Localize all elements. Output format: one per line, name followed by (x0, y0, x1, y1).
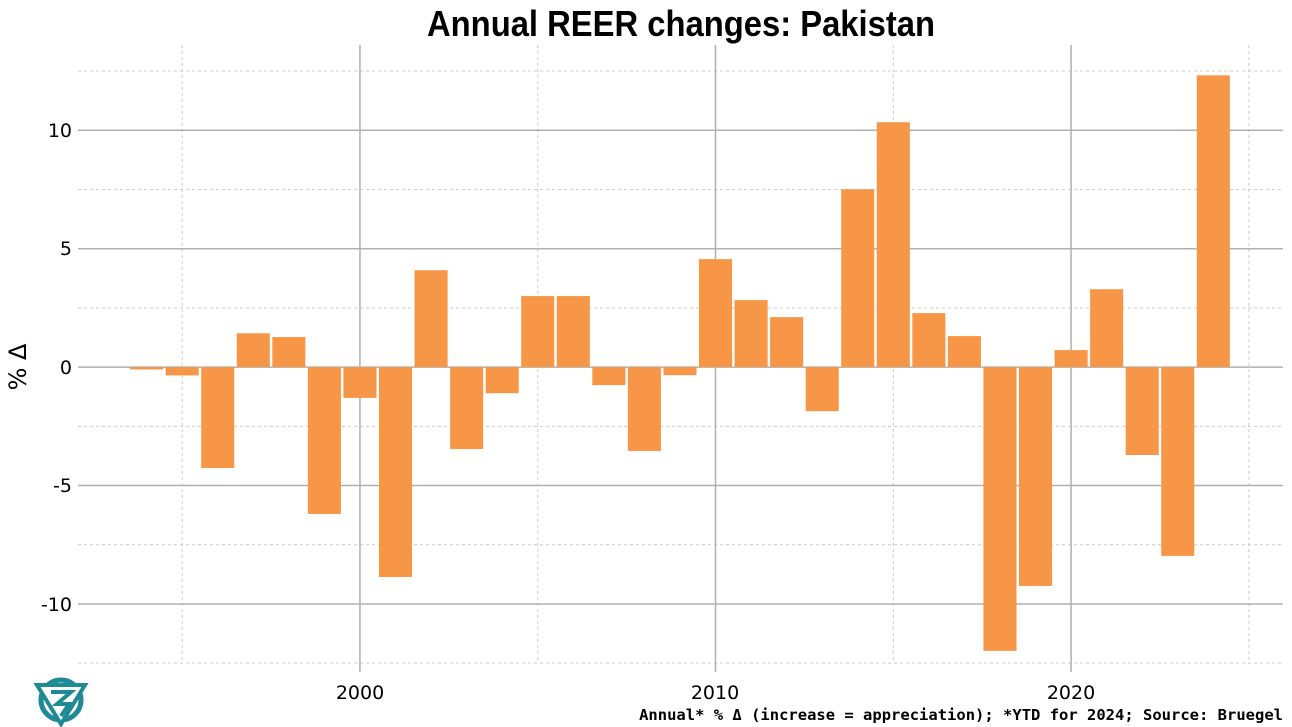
bar-2017 (947, 336, 981, 368)
bar-2012 (770, 317, 804, 368)
caption: Annual* % Δ (increase = appreciation); *… (639, 706, 1283, 724)
bar-1998 (272, 337, 306, 368)
y-tick-label: 5 (60, 238, 72, 260)
y-tick-label: -10 (41, 594, 72, 616)
bar-2015 (876, 122, 910, 368)
bar-2001 (378, 367, 413, 577)
bar-2020 (1054, 350, 1088, 368)
x-tick-label: 2000 (336, 682, 384, 704)
bar-2010 (698, 259, 733, 368)
bar-2014 (841, 189, 875, 368)
bar-2000 (343, 367, 377, 398)
bar-2019 (1018, 367, 1053, 586)
bar-2007 (592, 367, 626, 386)
bars (130, 75, 1230, 651)
y-tick-label: -5 (53, 475, 72, 497)
y-tick-label: 10 (48, 120, 72, 142)
chart-title: Annual REER changes: Pakistan (427, 3, 935, 44)
x-tick-label: 2010 (691, 682, 739, 704)
bar-2023 (1161, 367, 1195, 556)
bar-2018 (983, 367, 1017, 651)
tick-labels: 2000 2010 2020 -10 -5 0 5 10 (41, 120, 1095, 704)
bar-2006 (556, 296, 590, 368)
bar-2009 (663, 367, 697, 376)
bar-2021 (1090, 289, 1124, 368)
bar-2013 (805, 367, 839, 412)
bar-2024 (1196, 75, 1230, 368)
bar-2003 (450, 367, 484, 450)
logo (33, 677, 89, 727)
bar-2022 (1125, 367, 1159, 455)
y-tick-label: 0 (60, 357, 72, 379)
bar-1996 (201, 367, 235, 469)
bar-2016 (912, 313, 946, 368)
bar-2004 (485, 367, 519, 394)
bar-2002 (414, 270, 448, 368)
bar-1995 (165, 367, 199, 376)
bar-1997 (236, 333, 270, 368)
bar-1999 (307, 367, 341, 514)
bar-1994 (130, 367, 164, 370)
x-tick-label: 2020 (1047, 682, 1095, 704)
bar-2011 (734, 300, 768, 368)
bar-2008 (627, 367, 661, 451)
bar-2005 (521, 296, 555, 368)
y-axis-label: % Δ (4, 343, 32, 390)
